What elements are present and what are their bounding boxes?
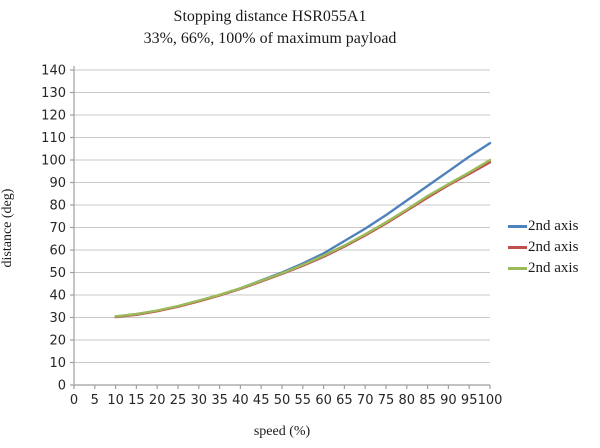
chart-title-block: Stopping distance HSR055A1 33%, 66%, 100… bbox=[0, 6, 540, 50]
x-tick-label: 65 bbox=[336, 393, 353, 408]
x-tick-label: 95 bbox=[461, 393, 478, 408]
x-tick-label: 70 bbox=[357, 393, 374, 408]
x-tick-label: 85 bbox=[419, 393, 436, 408]
x-tick-label: 0 bbox=[70, 393, 78, 408]
legend-item: 2nd axis bbox=[508, 237, 578, 258]
x-tick-label: 40 bbox=[232, 393, 249, 408]
y-tick-label: 0 bbox=[58, 379, 66, 394]
legend-line-swatch bbox=[508, 267, 527, 270]
y-tick-label: 80 bbox=[49, 199, 66, 214]
x-tick-label: 75 bbox=[378, 393, 395, 408]
y-tick-label: 110 bbox=[41, 131, 66, 146]
x-tick-label: 20 bbox=[149, 393, 166, 408]
y-tick-label: 70 bbox=[49, 221, 66, 236]
x-tick-label: 60 bbox=[315, 393, 332, 408]
y-tick-label: 40 bbox=[49, 289, 66, 304]
y-tick-label: 120 bbox=[41, 109, 66, 124]
chart-legend: 2nd axis 2nd axis 2nd axis bbox=[508, 216, 578, 279]
legend-item: 2nd axis bbox=[508, 258, 578, 279]
x-tick-label: 100 bbox=[478, 393, 503, 408]
legend-label: 2nd axis bbox=[528, 218, 579, 234]
legend-item: 2nd axis bbox=[508, 216, 578, 237]
y-tick-label: 140 bbox=[41, 64, 66, 79]
x-tick-label: 55 bbox=[295, 393, 312, 408]
legend-label: 2nd axis bbox=[528, 239, 579, 255]
x-tick-label: 5 bbox=[91, 393, 99, 408]
x-axis-title: speed (%) bbox=[253, 424, 311, 439]
chart-title: Stopping distance HSR055A1 bbox=[173, 8, 367, 25]
x-tick-label: 45 bbox=[253, 393, 270, 408]
x-tick-label: 35 bbox=[211, 393, 228, 408]
y-tick-label: 10 bbox=[49, 356, 66, 371]
legend-label: 2nd axis bbox=[528, 260, 579, 276]
y-tick-label: 130 bbox=[41, 86, 66, 101]
x-tick-label: 90 bbox=[440, 393, 457, 408]
legend-line-swatch bbox=[508, 246, 527, 249]
series-line bbox=[114, 141, 492, 318]
x-tick-label: 15 bbox=[128, 393, 145, 408]
x-tick-label: 80 bbox=[399, 393, 416, 408]
chart-subtitle: 33%, 66%, 100% of maximum payload bbox=[143, 30, 397, 47]
legend-line-swatch bbox=[508, 225, 527, 228]
y-tick-label: 30 bbox=[49, 311, 66, 326]
x-tick-label: 25 bbox=[170, 393, 187, 408]
x-tick-label: 10 bbox=[107, 393, 124, 408]
y-tick-label: 50 bbox=[49, 266, 66, 281]
x-tick-label: 30 bbox=[191, 393, 208, 408]
y-tick-label: 60 bbox=[49, 244, 66, 259]
series-line bbox=[114, 161, 492, 319]
y-tick-label: 90 bbox=[49, 176, 66, 191]
series-line bbox=[114, 158, 492, 318]
y-tick-label: 100 bbox=[41, 154, 66, 169]
x-tick-label: 50 bbox=[274, 393, 291, 408]
y-tick-label: 20 bbox=[49, 334, 66, 349]
